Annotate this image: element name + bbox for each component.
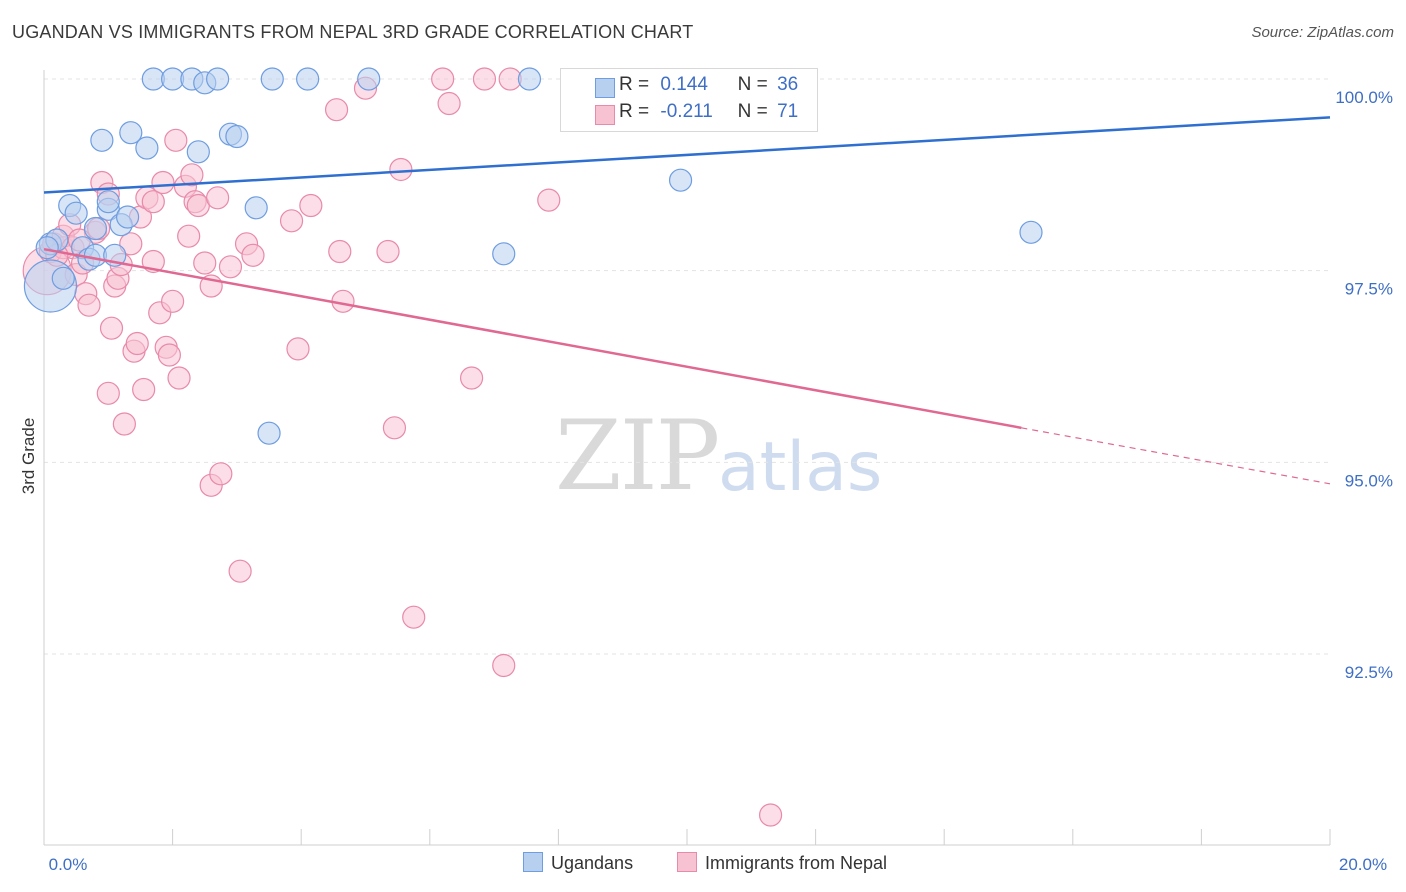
- nepal-point: [167, 366, 191, 390]
- nepal-point: [402, 605, 426, 629]
- bottom-legend-label: Immigrants from Nepal: [705, 853, 888, 873]
- ugandan-point: [668, 168, 693, 192]
- nepal-point: [125, 331, 149, 356]
- nepal-point: [241, 243, 265, 267]
- legend-swatch-pink: [595, 105, 615, 125]
- nepal-point: [472, 67, 497, 91]
- nepal-point: [99, 316, 124, 340]
- trend-layer: [43, 116, 1331, 485]
- nepal-point: [459, 366, 484, 390]
- ugandan-point: [135, 136, 159, 160]
- nepal-point: [431, 67, 455, 91]
- nepal-point: [141, 190, 165, 214]
- bottom-legend-label: Ugandans: [551, 853, 634, 873]
- nepal-point: [492, 653, 516, 678]
- chart-title: UGANDAN VS IMMIGRANTS FROM NEPAL 3RD GRA…: [12, 22, 694, 42]
- bottom-legend-swatch-pink: [677, 852, 697, 872]
- legend-n-value: 71: [777, 101, 799, 122]
- nepal-point: [279, 209, 304, 233]
- legend-row-nepal: R = -0.211 N = 71: [595, 101, 799, 127]
- axis-layer: [43, 70, 1331, 846]
- nepal-trend-line: [43, 247, 1022, 430]
- watermark-atlas: atlas: [718, 428, 883, 507]
- ugandan-point: [83, 216, 108, 241]
- legend-n-value: 36: [777, 74, 799, 95]
- ugandan-point: [225, 124, 249, 149]
- ugandan-point: [244, 196, 268, 220]
- ugandan-point: [296, 67, 320, 91]
- legend-r-value: 0.144: [660, 74, 708, 95]
- nepal-point: [119, 232, 143, 256]
- stats-legend: R = 0.144 N = 36 R = -0.211 N = 71: [560, 68, 818, 132]
- y-tick-label: 92.5%: [1345, 663, 1393, 682]
- x-tick-label: 20.0%: [1339, 855, 1387, 874]
- watermark-zip: ZIP: [555, 400, 720, 512]
- nepal-point: [228, 559, 252, 583]
- legend-r-value: -0.211: [660, 101, 713, 122]
- ugandan-point: [260, 67, 284, 91]
- bottom-legend-ugandans: Ugandans: [523, 852, 633, 874]
- ugandan-point: [517, 67, 542, 91]
- legend-n-label: N =: [737, 74, 768, 95]
- x-tick-label: 0.0%: [49, 855, 88, 874]
- ugandan-point: [64, 201, 88, 225]
- bottom-legend-nepal: Immigrants from Nepal: [677, 852, 887, 874]
- ugandan-point: [357, 67, 381, 91]
- y-tick-label: 100.0%: [1335, 88, 1393, 107]
- nepal-point: [164, 128, 188, 152]
- nepal-point: [389, 157, 413, 182]
- nepal-point: [758, 803, 783, 827]
- nepal-point: [382, 416, 407, 440]
- nepal-point: [328, 239, 352, 264]
- ugandan-point: [119, 121, 143, 145]
- legend-r-label: R =: [619, 74, 650, 95]
- nepal-point: [299, 193, 323, 218]
- nepal-point: [218, 255, 243, 279]
- nepal-point: [161, 289, 185, 313]
- ugandan-point: [51, 266, 75, 290]
- ugandan-point: [35, 236, 59, 260]
- y-tick-label: 97.5%: [1345, 280, 1393, 299]
- y-axis-label: 3rd Grade: [19, 418, 38, 495]
- y-tick-label: 95.0%: [1345, 471, 1393, 490]
- source-credit: Source: ZipAtlas.com: [1251, 24, 1394, 41]
- nepal-point: [180, 163, 204, 187]
- nepal-point: [537, 188, 561, 212]
- nepal-point: [132, 377, 156, 402]
- nepal-point: [96, 381, 120, 405]
- nepal-point: [177, 224, 201, 248]
- nepal-point: [193, 251, 217, 275]
- legend-r-label: R =: [619, 101, 650, 122]
- nepal-point: [151, 170, 175, 195]
- ugandan-point: [115, 205, 140, 229]
- ugandan-point: [492, 242, 516, 266]
- ugandan-point: [186, 140, 210, 164]
- nepal-trend-line-extension: [1021, 427, 1331, 485]
- label-layer: 100.0% 97.5% 95.0% 92.5% 0.0% 20.0% 3rd Grade: [19, 88, 1393, 874]
- nepal-point: [206, 186, 230, 210]
- ugandan-point: [90, 128, 114, 152]
- ugandan-point: [1019, 220, 1043, 244]
- nepal-point: [77, 293, 101, 317]
- points-layer: [22, 67, 1043, 827]
- nepal-point: [209, 462, 233, 486]
- ugandan-point: [96, 190, 120, 214]
- nepal-point: [437, 91, 461, 116]
- legend-n-label: N =: [737, 101, 768, 122]
- ugandan-trend-line: [43, 116, 1331, 194]
- nepal-point: [376, 239, 400, 264]
- nepal-point: [286, 337, 310, 361]
- ugandan-point: [206, 67, 230, 91]
- bottom-legend-swatch-blue: [523, 852, 543, 872]
- nepal-point: [157, 343, 181, 367]
- ugandan-point: [257, 421, 281, 445]
- legend-swatch-blue: [595, 78, 615, 98]
- legend-row-ugandans: R = 0.144 N = 36: [595, 74, 799, 100]
- nepal-point: [324, 98, 349, 122]
- nepal-point: [112, 412, 136, 436]
